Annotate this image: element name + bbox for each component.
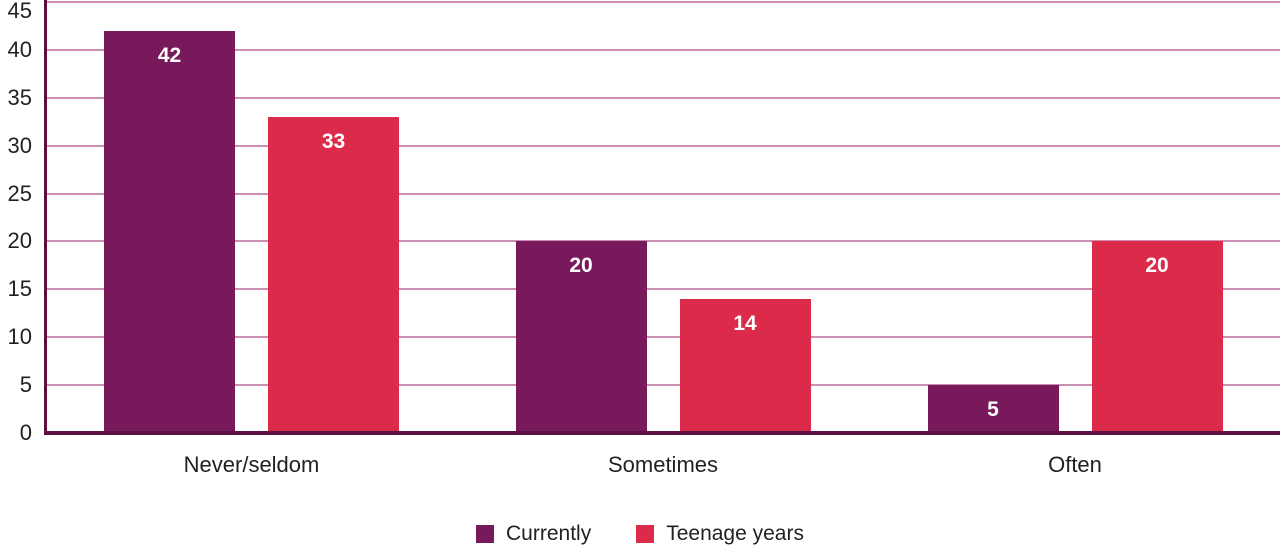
y-axis-tick-label: 5: [19, 372, 32, 398]
x-axis-category-label-never-seldom: Never/seldom: [183, 452, 320, 477]
legend-swatch-teenage-years: [636, 525, 655, 543]
y-axis-tick-label: 0: [19, 420, 32, 445]
y-axis-tick-label: 15: [7, 276, 32, 302]
bar-currently-sometimes: 20: [515, 241, 647, 433]
bar-teenage-years-never-seldom: 33: [268, 116, 399, 433]
y-axis-line: [44, 0, 47, 435]
bar-value-label: 20: [569, 254, 593, 278]
bar-value-label: 20: [1145, 254, 1169, 278]
legend-label: Teenage years: [666, 522, 804, 545]
y-axis-tick-label: 40: [7, 36, 32, 62]
x-axis-line: [44, 431, 1280, 435]
y-axis-tick-label: 30: [7, 132, 32, 158]
gridline: [44, 144, 1280, 147]
bar-teenage-years-sometimes: 14: [679, 298, 811, 433]
legend: Currently Teenage years: [0, 523, 1280, 545]
bar-value-label: 14: [733, 311, 757, 335]
gridline: [44, 1, 1280, 3]
y-axis-tick-label: 35: [7, 84, 32, 110]
gridline: [44, 288, 1280, 291]
bar-value-label: 42: [157, 43, 182, 67]
legend-label: Currently: [506, 522, 592, 545]
x-axis-category-label-sometimes: Sometimes: [607, 452, 719, 477]
bar-value-label: 5: [987, 398, 999, 422]
x-axis-category-label-often: Often: [1048, 452, 1102, 477]
legend-item-currently: Currently: [476, 523, 591, 545]
gridline: [44, 240, 1280, 243]
bar-currently-never-seldom: 42: [104, 30, 235, 433]
y-axis-tick-label: 10: [7, 324, 32, 350]
gridline: [44, 48, 1280, 51]
y-axis-tick-label: 20: [7, 228, 32, 254]
y-axis-tick-label: 45: [7, 0, 32, 23]
gridline: [44, 96, 1280, 99]
bar-value-label: 33: [321, 129, 346, 153]
gridline: [44, 336, 1280, 339]
gridline: [44, 192, 1280, 195]
bar-teenage-years-often: 20: [1091, 241, 1223, 433]
y-axis-tick-label: 25: [7, 180, 32, 206]
gridline: [44, 384, 1280, 387]
legend-item-teenage-years: Teenage years: [636, 523, 804, 545]
legend-swatch-currently: [476, 525, 495, 543]
bar-currently-often: 5: [927, 385, 1059, 433]
